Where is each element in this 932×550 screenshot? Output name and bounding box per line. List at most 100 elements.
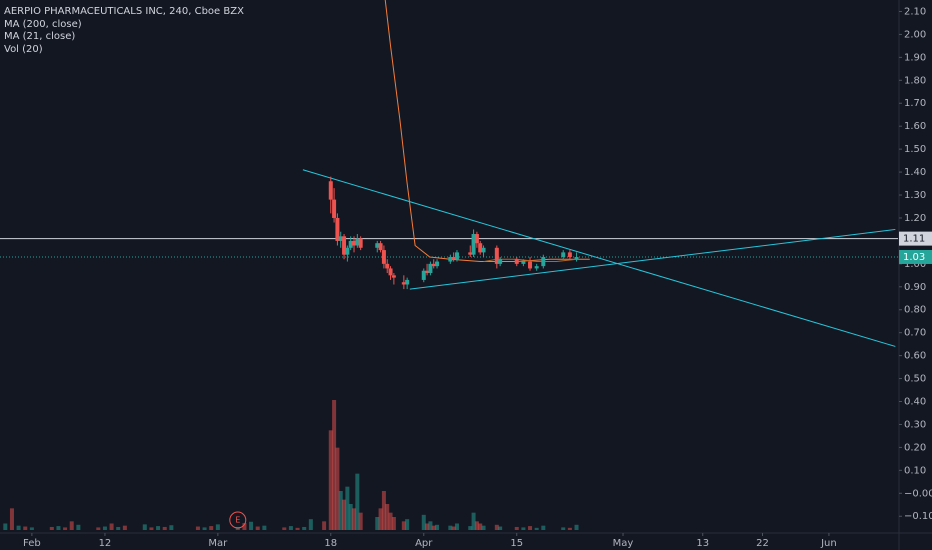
volume-bar: [381, 491, 386, 530]
volume-bar: [385, 504, 390, 530]
volume-bar: [388, 512, 393, 530]
y-tick-label: 0.10: [904, 465, 926, 476]
chart-title: AERPIO PHARMACEUTICALS INC, 240, Cboe BZ…: [4, 6, 244, 17]
x-tick-label: May: [613, 538, 634, 549]
indicator-label: MA (21, close): [4, 31, 75, 42]
candle-body: [521, 261, 526, 264]
trendline: [409, 228, 896, 290]
volume-bar: [29, 527, 34, 530]
volume-bar: [282, 527, 287, 530]
volume-bar: [378, 508, 383, 530]
volume-bar: [215, 524, 220, 530]
x-tick-label: 12: [99, 538, 112, 549]
volume-bar: [102, 526, 107, 530]
volume-bar: [534, 527, 539, 530]
volume-bar: [23, 526, 28, 530]
candle-body: [478, 243, 483, 253]
volume-bar: [162, 526, 167, 530]
y-tick-label: 1.70: [904, 98, 926, 109]
y-tick-label: 0.30: [904, 419, 926, 430]
candle-body: [381, 250, 386, 264]
y-tick-label: 2.00: [904, 29, 926, 40]
candle-body: [378, 243, 383, 251]
volume-bar: [494, 524, 499, 530]
price-tag: [899, 231, 932, 246]
volume-bar: [335, 447, 340, 530]
volume-bar: [514, 526, 519, 530]
volume-bar: [76, 524, 81, 530]
volume-bar: [448, 525, 453, 530]
candle-body: [405, 279, 410, 285]
earnings-marker: [229, 511, 247, 529]
volume-bar: [561, 527, 566, 530]
candle-body: [425, 270, 430, 274]
y-tick-label: 0.50: [904, 374, 926, 385]
candle-body: [534, 266, 539, 269]
volume-bar: [142, 524, 147, 530]
y-tick-label: 1.00: [904, 259, 926, 270]
y-tick-label: 1.20: [904, 213, 926, 224]
candle-body: [375, 243, 380, 248]
y-tick-label: 1.30: [904, 190, 926, 201]
volume-bar: [468, 526, 473, 530]
candle-body: [498, 259, 503, 264]
candle-body: [328, 181, 333, 200]
earnings-label: E: [235, 516, 240, 525]
candle-body: [348, 240, 353, 248]
volume-bar: [375, 517, 380, 530]
candle-body: [355, 238, 360, 246]
volume-bar: [202, 527, 207, 530]
x-tick-label: 13: [696, 538, 709, 549]
candle-body: [448, 256, 453, 262]
candle-body: [332, 199, 337, 218]
y-tick-label: 1.80: [904, 75, 926, 86]
volume-bar: [574, 524, 579, 530]
candle-body: [514, 259, 519, 264]
candle-body: [541, 256, 546, 267]
volume-bar: [288, 526, 293, 530]
volume-bar: [342, 499, 347, 530]
y-tick-label: 1.40: [904, 167, 926, 178]
volume-bar: [391, 517, 396, 530]
y-tick-label: 0.90: [904, 282, 926, 293]
volume-bar: [454, 523, 459, 530]
candle-body: [342, 236, 347, 255]
x-tick-label: Mar: [208, 538, 228, 549]
volume-bar: [3, 523, 8, 530]
candle-body: [338, 236, 343, 241]
candle-body: [421, 270, 426, 280]
x-tick-label: 22: [756, 538, 769, 549]
volume-bar: [358, 512, 363, 530]
volume-bar: [49, 526, 54, 530]
x-tick-label: 18: [324, 538, 337, 549]
indicator-label: Vol (20): [4, 44, 43, 55]
candle-body: [431, 263, 436, 267]
volume-bar: [348, 504, 353, 530]
y-tick-label: 1.90: [904, 52, 926, 63]
volume-bar: [96, 527, 101, 530]
volume-bar: [431, 525, 436, 530]
candle-body: [561, 252, 566, 257]
volume-bar: [567, 527, 572, 530]
candle-body: [435, 261, 440, 267]
candle-body: [494, 247, 499, 264]
volume-bar: [56, 526, 61, 530]
volume-bar: [345, 486, 350, 530]
volume-bar: [308, 519, 313, 530]
candle-body: [454, 252, 459, 260]
volume-bar: [521, 527, 526, 530]
candle-body: [471, 234, 476, 255]
volume-bar: [421, 514, 426, 530]
volume-bar: [16, 525, 21, 530]
volume-bar: [332, 400, 337, 530]
volume-bar: [156, 526, 161, 530]
volume-bar: [451, 526, 456, 530]
volume-bar: [195, 526, 200, 530]
price-tag: [899, 249, 932, 264]
candle-body: [391, 275, 396, 278]
volume-bar: [355, 473, 360, 530]
volume-bar: [255, 526, 260, 530]
indicator-label: MA (200, close): [4, 19, 82, 30]
